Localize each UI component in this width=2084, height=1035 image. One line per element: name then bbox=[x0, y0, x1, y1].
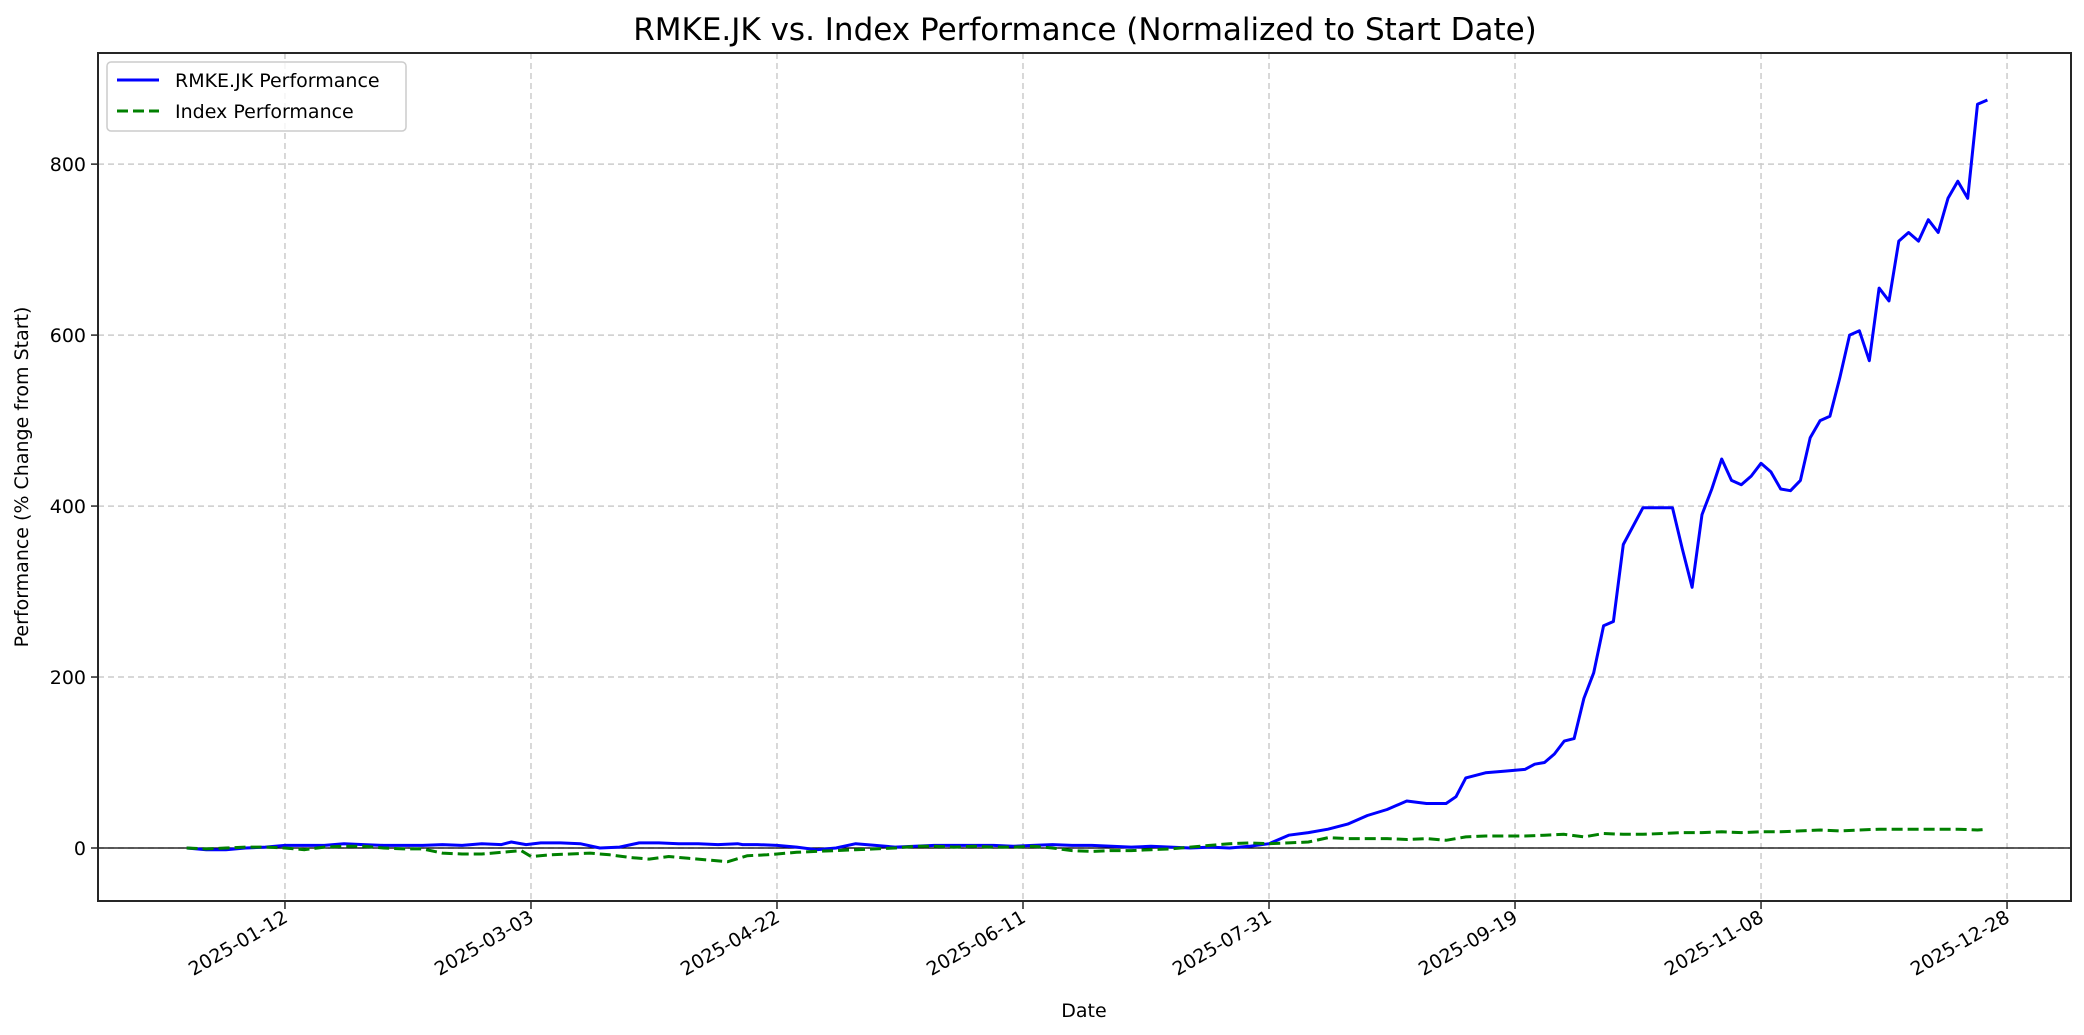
y-tick-label: 400 bbox=[50, 496, 86, 518]
x-axis-label: Date bbox=[1061, 1000, 1106, 1022]
y-tick-label: 200 bbox=[50, 667, 86, 689]
legend: RMKE.JK Performance Index Performance bbox=[106, 61, 407, 132]
x-tick-label: 2025-03-03 bbox=[431, 906, 538, 980]
legend-label-index: Index Performance bbox=[175, 101, 354, 123]
x-axis-ticks: 2025-01-12 2025-03-03 2025-04-22 2025-06-11… bbox=[185, 901, 2014, 981]
y-axis-ticks: 0 200 400 600 800 bbox=[50, 154, 98, 860]
plot-area-frame bbox=[97, 52, 2072, 902]
index-performance-line bbox=[186, 827, 1988, 864]
x-tick-label: 2025-11-08 bbox=[1661, 906, 1768, 980]
x-tick-label: 2025-09-19 bbox=[1415, 906, 1522, 980]
y-axis-label: Performance (% Change from Start) bbox=[11, 307, 33, 648]
legend-label-rmke: RMKE.JK Performance bbox=[175, 70, 380, 92]
x-tick-label: 2025-01-12 bbox=[185, 906, 292, 980]
y-tick-label: 600 bbox=[50, 325, 86, 347]
legend-box bbox=[106, 61, 407, 132]
x-tick-label: 2025-06-11 bbox=[923, 906, 1030, 980]
chart-title: RMKE.JK vs. Index Performance (Normalize… bbox=[633, 12, 1537, 48]
x-tick-label: 2025-07-31 bbox=[1169, 906, 1276, 980]
y-tick-label: 800 bbox=[50, 154, 86, 176]
rmke-performance-line bbox=[186, 98, 1988, 852]
x-tick-label: 2025-04-22 bbox=[677, 906, 784, 980]
y-tick-label: 0 bbox=[74, 838, 86, 860]
series-lines bbox=[186, 98, 1988, 864]
x-tick-label: 2025-12-28 bbox=[1907, 906, 2014, 980]
